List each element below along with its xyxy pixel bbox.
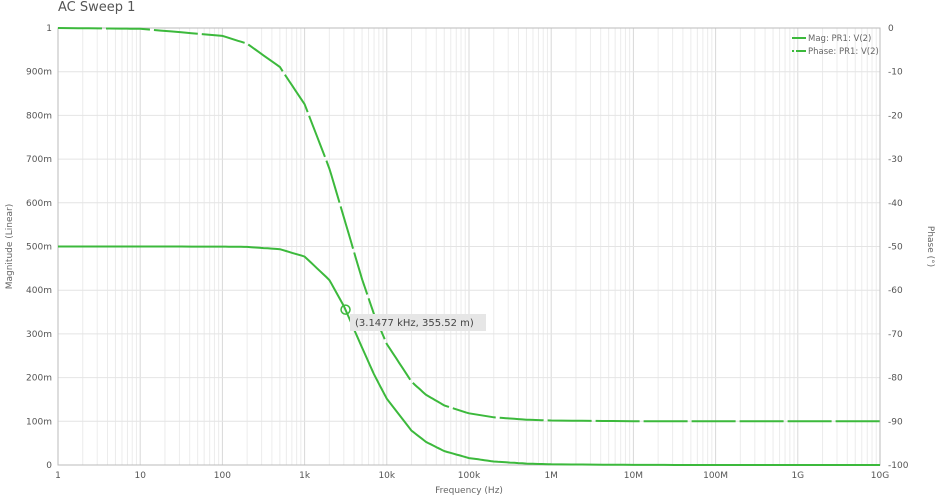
x-tick-label: 100 <box>214 471 231 481</box>
x-tick-label: 1 <box>55 471 61 481</box>
y2-tick-label: -60 <box>888 286 903 296</box>
y-tick-label: 200m <box>26 374 52 384</box>
x-tick-label: 100k <box>458 471 481 481</box>
x-tick-label: 10M <box>624 471 643 481</box>
data-marker <box>340 304 351 315</box>
x-tick-label: 100M <box>703 471 728 481</box>
x-tick-label: 10 <box>134 471 146 481</box>
y2-tick-label: -40 <box>888 199 903 209</box>
y2-tick-label: -90 <box>888 417 903 427</box>
legend-label: Phase: PR1: V(2) <box>808 47 879 57</box>
y-tick-label: 300m <box>26 330 52 340</box>
phase-series-line <box>57 27 880 423</box>
y2-tick-label: -30 <box>888 155 903 165</box>
x-axis-label: Frequency (Hz) <box>435 486 503 496</box>
y-tick-label: 700m <box>26 155 52 165</box>
y2-tick-label: -10 <box>888 68 903 78</box>
x-tick-label: 10k <box>378 471 395 481</box>
y-tick-label: 900m <box>26 68 52 78</box>
x-tick-label: 1k <box>299 471 311 481</box>
y2-tick-label: -100 <box>888 461 909 471</box>
legend-label: Mag: PR1: V(2) <box>808 34 871 44</box>
y2-tick-label: -50 <box>888 243 903 253</box>
y-tick-label: 400m <box>26 286 52 296</box>
y-tick-label: 600m <box>26 199 52 209</box>
tooltip-label: (3.1477 kHz, 355.52 m) <box>355 318 474 329</box>
y2-tick-label: -20 <box>888 111 903 121</box>
y2-tick-label: -70 <box>888 330 903 340</box>
y-tick-label: 1 <box>46 24 52 34</box>
y-tick-label: 100m <box>26 417 52 427</box>
y-tick-label: 800m <box>26 111 52 121</box>
y2-axis-label: Phase (°) <box>925 226 935 267</box>
y-axis-label: Magnitude (Linear) <box>5 204 15 290</box>
chart-title: AC Sweep 1 <box>58 0 136 15</box>
magnitude-series-line <box>58 245 880 466</box>
x-tick-label: 1G <box>791 471 804 481</box>
y-tick-label: 500m <box>26 243 52 253</box>
x-tick-label: 10G <box>871 471 889 481</box>
y-tick-label: 0 <box>46 461 52 471</box>
x-tick-label: 1M <box>544 471 558 481</box>
y2-tick-label: 0 <box>888 24 894 34</box>
y2-tick-label: -80 <box>888 374 903 384</box>
tooltip-box <box>350 314 486 331</box>
